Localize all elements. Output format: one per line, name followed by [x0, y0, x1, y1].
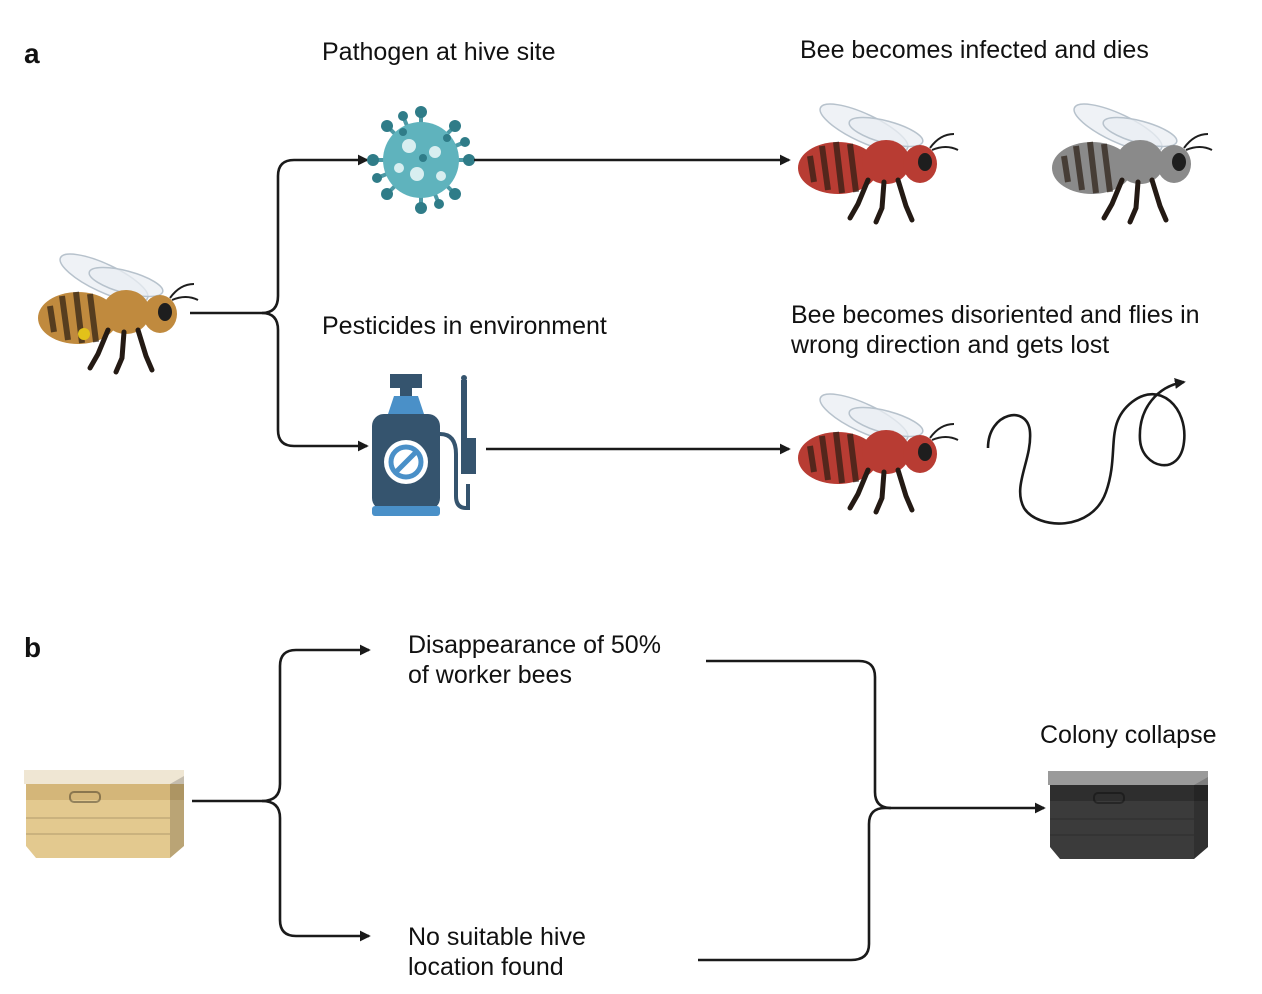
lost-flight-path-icon — [986, 377, 1186, 525]
infected-bee-icon — [798, 95, 958, 222]
panel-a-letter: a — [24, 38, 40, 69]
colony-collapse-label: Colony collapse — [1040, 721, 1217, 749]
dead-bee-icon — [1052, 95, 1212, 222]
pathogen-label: Pathogen at hive site — [322, 38, 556, 66]
disappearance-label-line-1: Disappearance of 50% — [408, 631, 661, 659]
branch-up-arrow-a — [261, 154, 369, 315]
no-hive-label: No suitable hive location found — [408, 923, 593, 981]
branch-down-arrow-a — [261, 311, 369, 452]
merge-line-top-curve — [858, 659, 892, 810]
branch-up-arrow-b — [261, 644, 371, 803]
panel-b-letter: b — [24, 632, 41, 663]
no-hive-label-line-2: location found — [408, 953, 564, 981]
infected-label: Bee becomes infected and dies — [800, 36, 1149, 64]
disoriented-label-line-1: Bee becomes disoriented and flies in — [791, 301, 1200, 329]
disappearance-label: Disappearance of 50% of worker bees — [408, 631, 668, 689]
branch-down-arrow-b — [261, 799, 371, 942]
pesticide-label: Pesticides in environment — [322, 312, 607, 340]
pesticide-sprayer-icon — [372, 374, 476, 516]
virus-icon — [367, 106, 475, 214]
disoriented-bee-icon — [798, 385, 958, 512]
no-hive-label-line-1: No suitable hive — [408, 923, 586, 951]
collapsed-hive-icon — [1047, 770, 1209, 860]
healthy-bee-icon — [38, 245, 198, 372]
merge-line-bottom-curve — [850, 806, 886, 962]
disoriented-label-line-2: wrong direction and gets lost — [790, 331, 1109, 359]
disappearance-label-line-2: of worker bees — [408, 661, 572, 689]
healthy-hive-icon — [23, 769, 185, 859]
disoriented-label: Bee becomes disoriented and flies in wro… — [790, 301, 1207, 359]
